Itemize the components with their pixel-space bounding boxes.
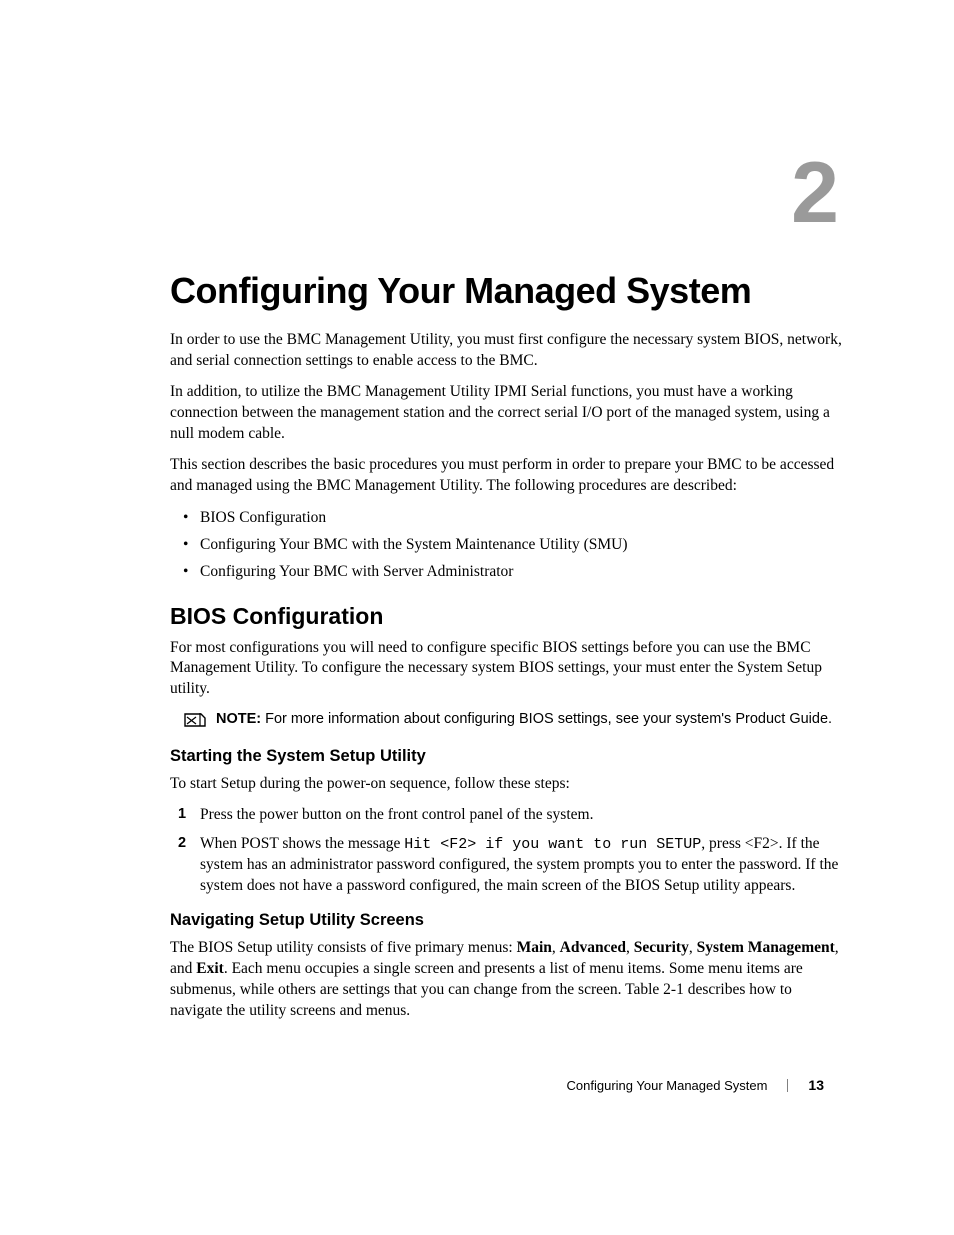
list-item: Configuring Your BMC with Server Adminis… xyxy=(170,560,844,584)
bios-config-heading: BIOS Configuration xyxy=(170,603,844,630)
note-body: For more information about configuring B… xyxy=(261,711,832,727)
note-text: NOTE: For more information about configu… xyxy=(216,710,832,729)
starting-setup-heading: Starting the System Setup Utility xyxy=(170,747,844,766)
nav-text-pre: The BIOS Setup utility consists of five … xyxy=(170,939,517,956)
chapter-title: Configuring Your Managed System xyxy=(170,270,844,312)
nav-sep: , xyxy=(626,939,634,956)
menu-name: System Management xyxy=(697,939,835,956)
nav-text-post: . Each menu occupies a single screen and… xyxy=(170,960,803,1019)
step-code: Hit <F2> if you want to run SETUP xyxy=(404,836,701,853)
step-text-pre: When POST shows the message xyxy=(200,835,404,852)
chapter-number: 2 xyxy=(791,150,839,236)
list-item: BIOS Configuration xyxy=(170,506,844,530)
bios-config-paragraph: For most configurations you will need to… xyxy=(170,638,844,701)
footer-chapter-title: Configuring Your Managed System xyxy=(567,1078,768,1093)
menu-name: Security xyxy=(634,939,689,956)
step-item: Press the power button on the front cont… xyxy=(170,805,844,826)
note-label: NOTE: xyxy=(216,711,261,727)
page-footer: Configuring Your Managed System 13 xyxy=(567,1077,824,1093)
step-item: When POST shows the message Hit <F2> if … xyxy=(170,834,844,897)
intro-paragraph-3: This section describes the basic procedu… xyxy=(170,455,844,497)
starting-setup-intro: To start Setup during the power-on seque… xyxy=(170,774,844,795)
note-callout: NOTE: For more information about configu… xyxy=(184,710,844,733)
intro-paragraph-1: In order to use the BMC Management Utili… xyxy=(170,330,844,372)
nav-sep: , xyxy=(552,939,560,956)
intro-paragraph-2: In addition, to utilize the BMC Manageme… xyxy=(170,382,844,445)
page-number: 13 xyxy=(808,1077,824,1093)
list-item: Configuring Your BMC with the System Mai… xyxy=(170,533,844,557)
menu-name: Main xyxy=(517,939,552,956)
menu-name: Exit xyxy=(196,960,224,977)
note-icon xyxy=(184,712,206,733)
navigating-heading: Navigating Setup Utility Screens xyxy=(170,911,844,930)
starting-setup-steps: Press the power button on the front cont… xyxy=(170,805,844,897)
intro-bullet-list: BIOS Configuration Configuring Your BMC … xyxy=(170,506,844,584)
navigating-paragraph: The BIOS Setup utility consists of five … xyxy=(170,938,844,1022)
footer-divider xyxy=(787,1079,788,1092)
nav-sep: , xyxy=(689,939,697,956)
menu-name: Advanced xyxy=(560,939,626,956)
